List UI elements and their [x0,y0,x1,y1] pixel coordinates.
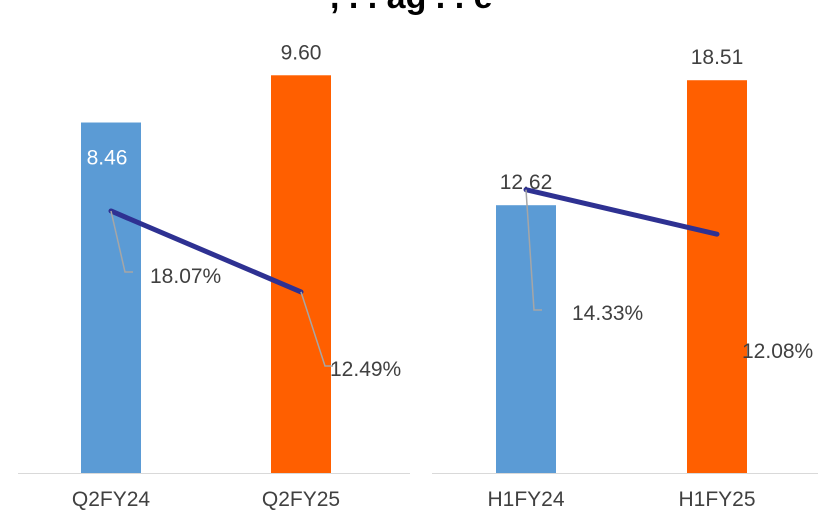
bar-value-label-2-1: 12.62 [500,171,553,194]
rate-line-2 [523,187,720,237]
bar-1-1 [81,122,141,473]
rate-line-1 [108,208,304,295]
category-label-2-1: H1FY24 [487,488,564,511]
category-label-1-1: Q2FY24 [72,488,151,511]
bar-value-label-1-1: 8.46 [87,147,128,170]
rate-label-1-2: 12.49% [330,358,401,381]
rate-label-2-2: 12.08% [742,340,813,363]
bar-value-label-1-2: 9.60 [281,41,322,64]
chart-title-fragment: , . . ag . . e [330,0,493,17]
rate-leader-line-1-1 [110,210,133,273]
bar-2-1 [496,205,556,473]
bar-value-label-2-2: 18.51 [691,46,744,69]
rate-leader-line-1-2 [300,291,333,367]
rate-leader-line-2-1 [525,189,542,311]
category-label-1-2: Q2FY25 [262,488,340,511]
bar-2-2 [687,80,747,473]
rate-label-1-1: 18.07% [150,265,221,288]
bar-1-2 [271,75,331,474]
category-label-2-2: H1FY25 [678,488,755,511]
rate-label-2-1: 14.33% [572,302,643,325]
